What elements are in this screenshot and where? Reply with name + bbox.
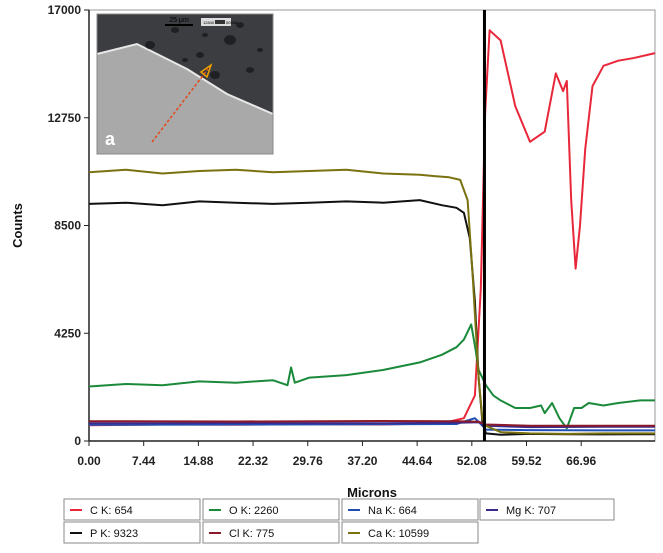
inset-scan-arrow xyxy=(199,63,213,79)
y-axis-title: Counts xyxy=(10,203,25,248)
inset-boundary xyxy=(96,42,274,115)
legend-entry-box xyxy=(63,498,201,521)
legend-entry-box xyxy=(479,498,615,521)
inset-pore xyxy=(202,33,208,37)
x-tick-label: 14.88 xyxy=(183,454,213,468)
y-tick-label: 12750 xyxy=(48,111,82,125)
x-tick-label: 22.32 xyxy=(238,454,268,468)
inset-border xyxy=(96,13,274,155)
legend: C K: 654 O K: 2260 Na K: 664 Mg K: 707 P K: … xyxy=(63,498,615,544)
legend-entry-box xyxy=(202,521,340,544)
legend-label: Ca K: 10599 xyxy=(368,528,429,540)
inset-scan-line xyxy=(151,68,209,143)
legend-label: Mg K: 707 xyxy=(506,505,556,517)
legend-label: O K: 2260 xyxy=(229,505,279,517)
inset-pore xyxy=(182,58,188,62)
x-tick-label: 59.52 xyxy=(511,454,541,468)
inset-pore xyxy=(224,35,236,45)
legend-label: C K: 654 xyxy=(90,505,133,517)
y-tick-label: 17000 xyxy=(48,3,82,17)
inset-colorbar-ramp xyxy=(215,20,225,24)
inset-pore xyxy=(257,48,263,52)
x-tick-label: 44.64 xyxy=(402,454,432,468)
inset-pore xyxy=(236,22,244,28)
y-tick-label: 0 xyxy=(74,434,81,448)
x-tick-label: 52.08 xyxy=(457,454,487,468)
inset-pore xyxy=(145,41,155,49)
x-axis-title: Microns xyxy=(347,485,397,500)
legend-label: Cl K: 775 xyxy=(229,528,274,540)
sem-inset-image: 25 μm 12840 50535 a xyxy=(96,13,274,155)
legend-entry-box xyxy=(63,521,201,544)
series-line xyxy=(88,420,655,427)
y-tick-label: 8500 xyxy=(54,219,81,233)
x-tick-label: 29.76 xyxy=(293,454,323,468)
legend-entry-box xyxy=(341,498,479,521)
x-tick-label: 7.44 xyxy=(132,454,156,468)
legend-entry-box xyxy=(341,521,479,544)
x-tick-label: 37.20 xyxy=(347,454,377,468)
series-line xyxy=(88,168,655,435)
inset-colorbar-min: 12840 xyxy=(203,20,215,25)
inset-scalebar-label: 25 μm xyxy=(169,17,189,24)
inset-pore xyxy=(171,27,179,33)
series-line xyxy=(88,199,656,436)
x-tick-label: 0.00 xyxy=(77,454,101,468)
legend-label: P K: 9323 xyxy=(90,528,138,540)
inset-light-region xyxy=(97,44,273,154)
legend-label: Na K: 664 xyxy=(368,505,417,517)
inset-pore xyxy=(246,67,254,73)
legend-entry-box xyxy=(202,498,340,521)
inset-pore xyxy=(196,52,204,58)
y-tick-label: 4250 xyxy=(54,326,81,340)
x-tick-label: 66.96 xyxy=(566,454,596,468)
inset-colorbar-max: 50535 xyxy=(226,20,238,25)
inset-pore xyxy=(210,71,220,79)
inset-panel-label: a xyxy=(105,129,116,149)
